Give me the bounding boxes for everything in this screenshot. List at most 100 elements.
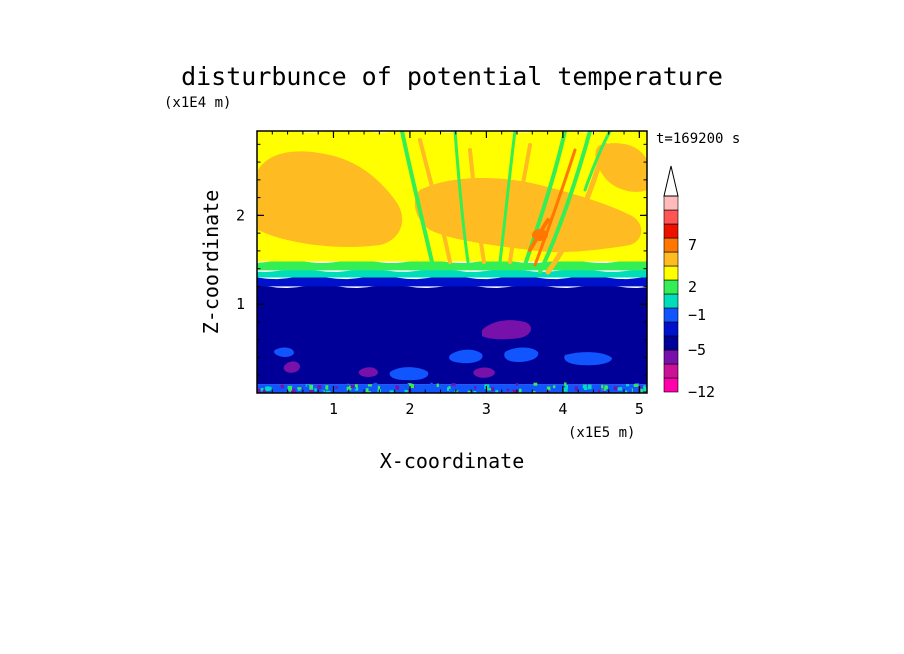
noise-speck [617, 387, 623, 391]
noise-speck [495, 390, 499, 393]
noise-speck [446, 387, 450, 392]
noise-speck [587, 384, 592, 390]
noise-speck [406, 384, 410, 389]
noise-speck [404, 389, 408, 393]
noise-speck [627, 388, 632, 393]
contour-band [257, 284, 647, 385]
contour-band [257, 275, 647, 287]
noise-speck [546, 390, 550, 393]
noise-speck [604, 385, 608, 390]
noise-speck [430, 382, 433, 386]
colorbar-swatch [663, 223, 679, 239]
y-axis-label: Z-coordinate [199, 190, 223, 335]
noise-speck [407, 383, 412, 388]
noise-speck [546, 386, 551, 391]
noise-speck [319, 390, 324, 393]
noise-speck [265, 386, 270, 391]
contour-field [257, 131, 647, 393]
noise-speck [624, 390, 628, 393]
noise-speck [474, 386, 477, 390]
noise-speck [519, 388, 522, 393]
purple-blob-mid [358, 367, 378, 377]
noise-speck [448, 386, 451, 389]
blue-blob-1 [449, 349, 483, 364]
warm-core [532, 229, 548, 241]
blue-blob-3 [389, 367, 429, 381]
y-ticks: 12 [236, 143, 647, 376]
noise-speck [287, 385, 293, 391]
x-tick-label: 4 [558, 400, 567, 418]
noise-speck [597, 389, 600, 393]
x-ticks: 1 2 3 4 5 [271, 131, 644, 418]
colorbar: 7 2 −1 −5 −12 [663, 165, 715, 401]
noise-speck [259, 388, 264, 392]
noise-speck [353, 386, 356, 390]
noise-speck [512, 389, 517, 393]
noise-speck [346, 385, 352, 391]
noise-speck [289, 390, 292, 393]
noise-speck [417, 388, 423, 392]
noise-speck [309, 384, 314, 390]
noise-speck [640, 388, 643, 393]
colorbar-swatch [663, 251, 679, 267]
purple-blob-left [283, 361, 300, 373]
noise-speck [394, 388, 400, 393]
noise-speck [325, 390, 331, 393]
colorbar-swatch [663, 237, 679, 253]
time-label: t=169200 s [656, 131, 740, 147]
noise-speck [452, 385, 455, 391]
noise-speck [344, 384, 349, 387]
noise-speck [268, 386, 272, 391]
noise-speck [350, 384, 355, 388]
noise-speck [457, 390, 461, 393]
noise-speck [532, 391, 536, 393]
noise-speck [603, 388, 607, 391]
noise-speck [553, 389, 557, 393]
noise-speck [373, 382, 378, 386]
chart-title: disturbunce of potential temperature [181, 62, 723, 91]
noise-speck [613, 386, 619, 391]
noise-speck [335, 386, 338, 389]
x-tick-label: 3 [482, 400, 491, 418]
noise-speck [454, 390, 460, 393]
noise-speck [428, 390, 434, 393]
colorbar-tick-label: −12 [688, 383, 715, 401]
noise-speck [574, 386, 578, 391]
noise-speck [451, 383, 456, 387]
colorbar-swatch [663, 335, 679, 351]
blue-blob-4 [564, 352, 612, 366]
noise-speck [565, 384, 569, 389]
colorbar-swatch [663, 279, 679, 295]
noise-speck [538, 387, 543, 392]
cold-anomaly-center [482, 320, 532, 340]
noise-speck [436, 383, 439, 388]
noise-speck [491, 387, 495, 391]
colorbar-swatch [663, 307, 679, 323]
colorbar-swatch [663, 265, 679, 281]
noise-speck [367, 391, 372, 393]
colorbar-swatch [663, 349, 679, 365]
colorbar-tick-label: −1 [688, 306, 706, 324]
noise-speck [552, 385, 556, 389]
noise-speck [411, 383, 414, 387]
y-unit-label: (x1E4 m) [164, 95, 231, 111]
y-tick-label: 2 [236, 206, 245, 224]
noise-speck [462, 387, 466, 393]
noise-speck [367, 384, 372, 387]
noise-speck [633, 384, 639, 387]
noise-speck [297, 387, 302, 390]
noise-speck [564, 382, 567, 386]
x-axis-label: X-coordinate [380, 449, 525, 473]
colorbar-extend-arrow [663, 165, 679, 197]
noise-speck [563, 387, 568, 392]
noise-speck [473, 391, 477, 393]
noise-speck [395, 385, 400, 390]
x-tick-label: 5 [635, 400, 644, 418]
colorbar-swatch [663, 363, 679, 379]
noise-speck [583, 387, 588, 391]
noise-speck [389, 390, 394, 393]
blue-blob-2 [504, 347, 539, 362]
noise-speck [638, 391, 642, 393]
colorbar-tick-label: 2 [688, 278, 697, 296]
